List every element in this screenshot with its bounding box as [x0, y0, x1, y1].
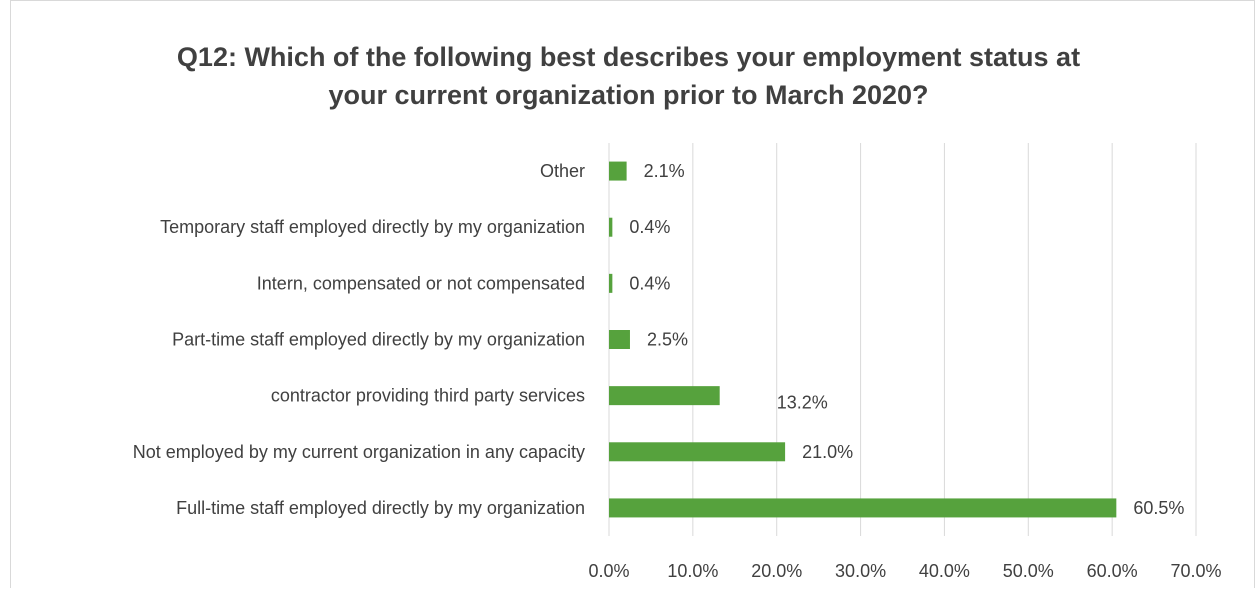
x-tick-label: 40.0% [919, 561, 970, 581]
x-tick-label: 30.0% [835, 561, 886, 581]
data-label: 0.4% [629, 217, 670, 237]
data-label: 2.5% [647, 330, 688, 350]
bar [609, 386, 720, 406]
category-label: contractor providing third party service… [271, 386, 585, 406]
data-label: 2.1% [644, 161, 685, 181]
x-tick-label: 70.0% [1170, 561, 1221, 581]
category-label: Full-time staff employed directly by my … [176, 498, 585, 518]
bar [609, 442, 786, 462]
chart-frame [10, 0, 1255, 588]
x-tick-label: 50.0% [1003, 561, 1054, 581]
chart-title: Q12: Which of the following best describ… [176, 42, 1081, 110]
category-label: Not employed by my current organization … [133, 442, 585, 462]
bar [609, 217, 613, 237]
category-label: Part-time staff employed directly by my … [172, 330, 585, 350]
x-tick-label: 60.0% [1087, 561, 1138, 581]
category-label: Intern, compensated or not compensated [257, 273, 585, 293]
bar [609, 161, 627, 181]
x-tick-label: 10.0% [667, 561, 718, 581]
data-label: 0.4% [629, 273, 670, 293]
x-tick-label: 0.0% [588, 561, 629, 581]
data-label: 60.5% [1133, 498, 1184, 518]
data-label: 13.2% [777, 393, 828, 413]
bar [609, 330, 630, 349]
category-label: Other [540, 161, 585, 181]
category-label: Temporary staff employed directly by my … [160, 217, 585, 237]
bar [609, 498, 1117, 518]
bar [609, 273, 613, 293]
x-tick-label: 20.0% [751, 561, 802, 581]
data-label: 21.0% [802, 442, 853, 462]
